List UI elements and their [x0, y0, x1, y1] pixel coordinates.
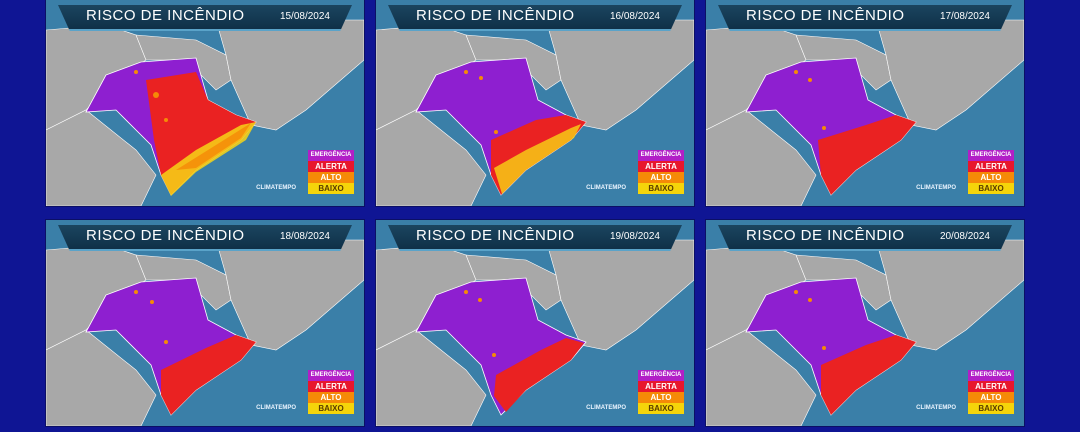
- legend-item: ALERTA: [638, 381, 684, 392]
- climatempo-logo: CLIMATEMPO: [256, 185, 296, 191]
- legend-item: ALTO: [968, 392, 1014, 403]
- legend: EMERGÊNCIA ALERTA ALTO BAIXO: [308, 150, 354, 194]
- legend-item: ALERTA: [968, 381, 1014, 392]
- panel-date: 16/08/2024: [609, 11, 660, 22]
- panel-title: RISCO DE INCÊNDIO: [86, 227, 245, 244]
- legend-item: EMERGÊNCIA: [308, 370, 354, 381]
- legend-item: EMERGÊNCIA: [308, 150, 354, 161]
- legend: EMERGÊNCIA ALERTA ALTO BAIXO: [968, 370, 1014, 414]
- panel-title: RISCO DE INCÊNDIO: [416, 7, 575, 24]
- panel-date: 20/08/2024: [939, 231, 990, 242]
- forecast-grid: RISCO DE INCÊNDIO 15/08/2024 CLIMATEMPO …: [46, 0, 1052, 432]
- legend-item: EMERGÊNCIA: [968, 370, 1014, 381]
- map-panel: RISCO DE INCÊNDIO 17/08/2024 CLIMATEMPO …: [706, 0, 1024, 206]
- legend-item: ALERTA: [638, 161, 684, 172]
- title-bar: RISCO DE INCÊNDIO 16/08/2024: [388, 5, 682, 31]
- panel-title: RISCO DE INCÊNDIO: [746, 227, 905, 244]
- legend-item: ALTO: [308, 172, 354, 183]
- map-graphic: [376, 19, 694, 206]
- legend-item: EMERGÊNCIA: [638, 150, 684, 161]
- legend-item: ALTO: [308, 392, 354, 403]
- map-graphic: [46, 239, 364, 426]
- panel-date: 15/08/2024: [279, 11, 330, 22]
- panel-date: 19/08/2024: [609, 231, 660, 242]
- legend-item: EMERGÊNCIA: [638, 370, 684, 381]
- map-panel: RISCO DE INCÊNDIO 18/08/2024 CLIMATEMPO …: [46, 220, 364, 426]
- title-bar: RISCO DE INCÊNDIO 15/08/2024: [58, 5, 352, 31]
- map-graphic: [46, 19, 364, 206]
- map-panel: RISCO DE INCÊNDIO 15/08/2024 CLIMATEMPO …: [46, 0, 364, 206]
- climatempo-logo: CLIMATEMPO: [256, 405, 296, 411]
- legend: EMERGÊNCIA ALERTA ALTO BAIXO: [638, 150, 684, 194]
- panel-date: 18/08/2024: [279, 231, 330, 242]
- legend: EMERGÊNCIA ALERTA ALTO BAIXO: [638, 370, 684, 414]
- panel-title: RISCO DE INCÊNDIO: [86, 7, 245, 24]
- legend: EMERGÊNCIA ALERTA ALTO BAIXO: [968, 150, 1014, 194]
- title-bar: RISCO DE INCÊNDIO 18/08/2024: [58, 225, 352, 251]
- map-panel: RISCO DE INCÊNDIO 19/08/2024 CLIMATEMPO …: [376, 220, 694, 426]
- legend-item: BAIXO: [638, 183, 684, 194]
- title-bar: RISCO DE INCÊNDIO 17/08/2024: [718, 5, 1012, 31]
- title-bar: RISCO DE INCÊNDIO 19/08/2024: [388, 225, 682, 251]
- legend-item: BAIXO: [308, 403, 354, 414]
- panel-title: RISCO DE INCÊNDIO: [746, 7, 905, 24]
- climatempo-logo: CLIMATEMPO: [586, 185, 626, 191]
- panel-title: RISCO DE INCÊNDIO: [416, 227, 575, 244]
- title-bar: RISCO DE INCÊNDIO 20/08/2024: [718, 225, 1012, 251]
- map-panel: RISCO DE INCÊNDIO 16/08/2024 CLIMATEMPO …: [376, 0, 694, 206]
- map-graphic: [706, 19, 1024, 206]
- climatempo-logo: CLIMATEMPO: [916, 405, 956, 411]
- map-graphic: [376, 239, 694, 426]
- legend-item: BAIXO: [638, 403, 684, 414]
- climatempo-logo: CLIMATEMPO: [916, 185, 956, 191]
- legend: EMERGÊNCIA ALERTA ALTO BAIXO: [308, 370, 354, 414]
- legend-item: BAIXO: [968, 183, 1014, 194]
- legend-item: EMERGÊNCIA: [968, 150, 1014, 161]
- climatempo-logo: CLIMATEMPO: [586, 405, 626, 411]
- legend-item: BAIXO: [968, 403, 1014, 414]
- legend-item: ALTO: [968, 172, 1014, 183]
- legend-item: ALTO: [638, 172, 684, 183]
- legend-item: ALERTA: [968, 161, 1014, 172]
- map-panel: RISCO DE INCÊNDIO 20/08/2024 CLIMATEMPO …: [706, 220, 1024, 426]
- panel-date: 17/08/2024: [939, 11, 990, 22]
- legend-item: ALTO: [638, 392, 684, 403]
- legend-item: ALERTA: [308, 381, 354, 392]
- legend-item: BAIXO: [308, 183, 354, 194]
- map-graphic: [706, 239, 1024, 426]
- legend-item: ALERTA: [308, 161, 354, 172]
